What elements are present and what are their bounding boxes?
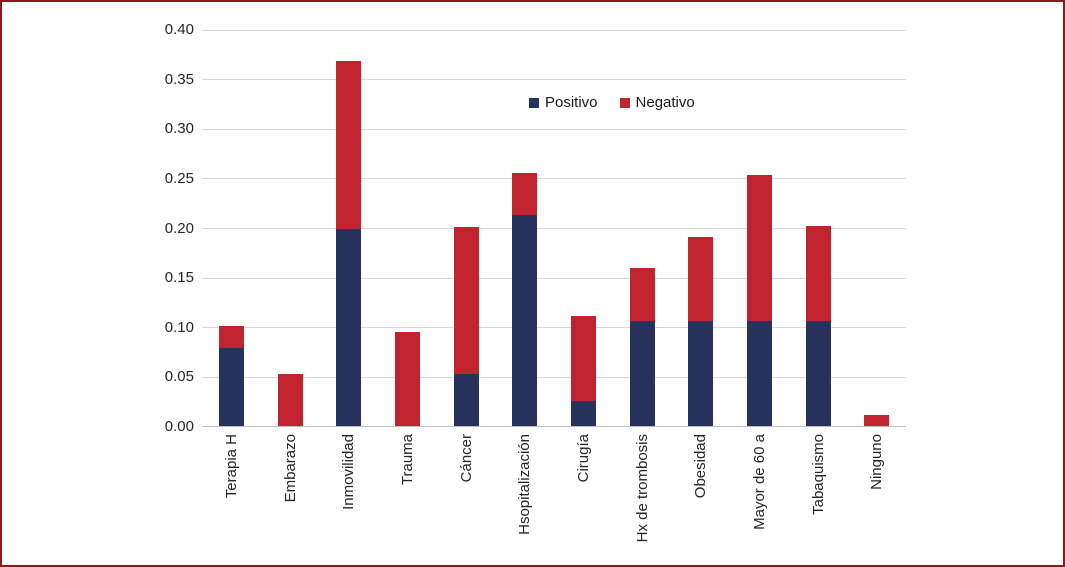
x-category-label: Hsopitalización [516, 434, 534, 535]
bar-segment-positivo [746, 321, 772, 426]
x-label-slot: Embarazo [261, 428, 320, 563]
x-category-label: Hx de trombosis [633, 434, 651, 543]
x-label-slot: Obesidad [671, 428, 730, 563]
x-category-label: Trauma [398, 434, 416, 486]
y-tick-label: 0.35 [164, 70, 194, 88]
gridline [202, 79, 906, 81]
gridline [202, 327, 906, 329]
bar-segment-positivo [688, 321, 714, 426]
gridline [202, 228, 906, 229]
bar-segment-negativo [688, 236, 714, 322]
x-label-slot: Hsopitalización [495, 428, 554, 563]
x-category-label: Inmovilidad [340, 434, 358, 510]
y-tick-label: 0.30 [164, 120, 194, 138]
y-tick-label: 0.25 [164, 169, 194, 187]
bar-segment-positivo [453, 373, 479, 426]
bar-stack-7 [554, 30, 613, 426]
plot-area [202, 29, 906, 427]
gridline [202, 178, 906, 180]
legend-item-positivo: Positivo [529, 94, 598, 112]
x-category-label: Embarazo [281, 434, 299, 503]
x-label-slot: Tabaquismo [789, 428, 848, 563]
bar-stack-10 [730, 30, 789, 426]
bar-segment-positivo [805, 321, 831, 426]
gridline [202, 128, 906, 130]
x-axis: Terapia H Embarazo Inmovilidad Trauma Cáncer… [202, 428, 906, 563]
x-label-slot: Trauma [378, 428, 437, 563]
bar-segment-negativo [394, 331, 420, 426]
y-tick-label: 0.20 [164, 219, 194, 237]
bar-segment-negativo [277, 373, 303, 426]
gridline [202, 277, 906, 279]
x-label-slot: Mayor de 60 a [730, 428, 789, 563]
x-category-label: Cáncer [457, 434, 475, 483]
gridline [202, 376, 906, 378]
bar-segment-negativo [453, 227, 479, 374]
legend-label-positivo: Positivo [545, 94, 598, 111]
y-tick-label: 0.40 [164, 21, 194, 38]
bar-stack-9 [671, 30, 730, 426]
bar-series-container [202, 30, 906, 426]
bar-segment-positivo [218, 347, 244, 426]
y-axis: 0.00 0.05 0.10 0.15 0.20 0.25 0.30 0.35 0.40 [142, 21, 194, 435]
bar-stack-11 [789, 30, 848, 426]
bar-segment-negativo [805, 226, 831, 322]
bar-segment-negativo [629, 267, 655, 322]
x-category-label: Tabaquismo [809, 434, 827, 515]
x-category-label: Terapia H [222, 434, 240, 499]
bar-segment-positivo [570, 401, 596, 426]
x-label-slot: Hx de trombosis [613, 428, 672, 563]
gridline [202, 29, 906, 31]
x-label-slot: Inmovilidad [319, 428, 378, 563]
legend-item-negativo: Negativo [619, 94, 695, 112]
x-category-label: Ninguno [868, 434, 886, 490]
bar-stack-3 [319, 30, 378, 426]
legend-swatch-negativo-icon [619, 98, 630, 108]
x-label-slot: Cirugía [554, 428, 613, 563]
bar-segment-negativo [864, 415, 890, 426]
bar-segment-negativo [336, 60, 362, 229]
legend-swatch-positivo-icon [529, 98, 539, 108]
bar-segment-positivo [336, 229, 362, 426]
legend-label-negativo: Negativo [635, 94, 695, 111]
x-category-label: Cirugía [574, 434, 592, 483]
bar-stack-4 [378, 30, 437, 426]
bar-stack-1 [202, 30, 261, 426]
bar-segment-positivo [512, 215, 538, 426]
chart-legend: Positivo Negativo [529, 94, 695, 112]
bar-segment-negativo [570, 316, 596, 402]
x-category-label: Mayor de 60 a [750, 434, 768, 530]
y-tick-label: 0.00 [164, 418, 194, 435]
bar-segment-negativo [746, 174, 772, 322]
x-category-label: Obesidad [692, 434, 710, 499]
bar-stack-2 [261, 30, 320, 426]
x-label-slot: Cáncer [437, 428, 496, 563]
x-label-slot: Ninguno [847, 428, 906, 563]
y-tick-label: 0.05 [164, 368, 194, 386]
y-tick-label: 0.15 [164, 269, 194, 287]
bar-segment-positivo [629, 321, 655, 426]
bar-stack-8 [613, 30, 672, 426]
x-label-slot: Terapia H [202, 428, 261, 563]
bar-stack-6 [495, 30, 554, 426]
bar-segment-negativo [218, 326, 244, 348]
bar-stack-5 [437, 30, 496, 426]
bar-stack-12 [847, 30, 906, 426]
bar-segment-negativo [512, 172, 538, 216]
y-tick-label: 0.10 [164, 318, 194, 336]
